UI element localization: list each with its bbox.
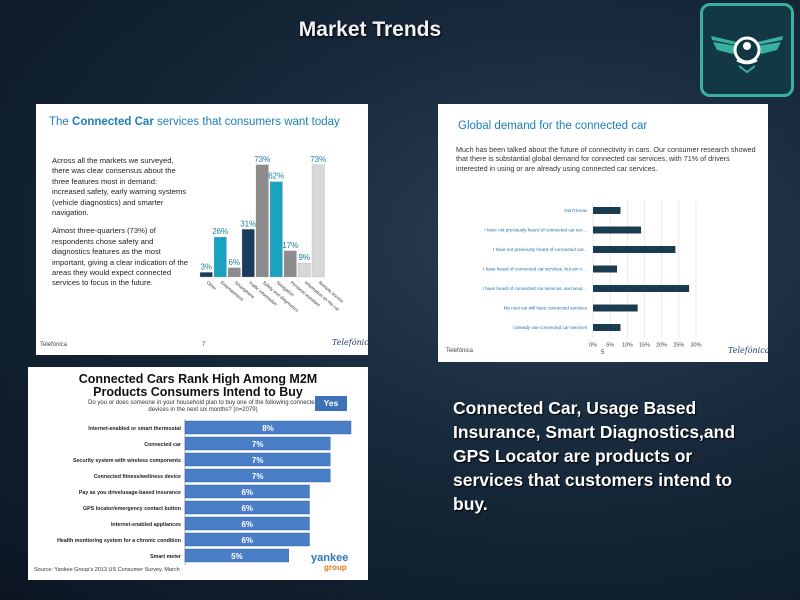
chart1-bar (199, 272, 213, 278)
panel2-title: Global demand for the connected car (458, 120, 648, 132)
chart3-bar (184, 532, 310, 547)
panel1-body: Across all the markets we surveyed, ther… (52, 156, 192, 297)
chart2-category-label: I have not previously heard of connected… (493, 247, 587, 252)
global-demand-slide: Global demand for the connected car Much… (438, 104, 768, 362)
chart1-value-label: 9% (298, 253, 310, 262)
chart3-value-label: 7% (252, 472, 264, 481)
caption-text: Connected Car, Usage Based Insurance, Sm… (453, 398, 736, 514)
chart2-tick-label: 5% (606, 343, 614, 349)
chart3-bar (184, 548, 289, 563)
chart1-bar (297, 263, 311, 278)
chart2-bar (593, 304, 638, 312)
chart2-category-label: I already use connected car services (512, 325, 587, 330)
chart1-bar (241, 229, 255, 278)
chart3-bar (184, 436, 331, 451)
panel2-footer-left: Telefónica (446, 348, 474, 354)
chart1-value-label: 31% (240, 219, 256, 228)
chart3-category-label: Health monitoring system for a chronic c… (57, 538, 181, 544)
chart3-value-label: 7% (252, 456, 264, 465)
chart3-category-label: Internet-enabled appliances (111, 522, 181, 528)
chart3-value-label: 6% (241, 504, 253, 513)
chart3-value-label: 7% (252, 440, 264, 449)
services-bar-chart: 3%Other26%Entertainment6%Smartphone31%Tr… (199, 155, 345, 313)
chart1-value-label: 17% (282, 241, 298, 250)
panel3-subtitle: Do you or does someone in your household… (88, 400, 318, 413)
chart3-category-label: GPS locator/emergency contact button (83, 506, 181, 512)
chart2-tick-label: 25% (673, 343, 684, 349)
chart1-value-label: 73% (254, 155, 270, 164)
chart3-category-label: Connected car (144, 442, 181, 448)
chart3-bar (184, 516, 310, 531)
chart2-bar (593, 324, 621, 331)
panel1-title-pre: The (49, 116, 73, 128)
m2m-products-slide: Connected Cars Rank High Among M2M Produ… (28, 367, 368, 580)
chart1-bar (255, 164, 269, 278)
yankee-logo: yankee (311, 552, 349, 564)
chart3-category-label: Connected fitness/wellness device (94, 474, 181, 480)
chart1-bar (227, 267, 241, 278)
chart3-value-label: 5% (231, 552, 243, 561)
chart3-category-label: Pay as you drive/usage-based insurance (79, 490, 181, 496)
chart3-bar (184, 484, 310, 499)
yankee-logo-sub: group (324, 563, 347, 572)
chart2-bar (593, 246, 676, 253)
chart2-category-label: I have heard of connected car services, … (483, 286, 587, 291)
chart2-tick-label: 15% (639, 343, 650, 349)
panel1-paragraph1: Across all the markets we surveyed, ther… (52, 156, 187, 218)
chart2-category-label: I have not previously heard of connected… (484, 228, 587, 233)
connected-car-services-slide: The Connected Car services that consumer… (36, 104, 368, 355)
legend-yes: Yes (315, 396, 347, 411)
chart2-category-label: My next car will have connected services (504, 306, 588, 311)
panel1-footer-logo: Telefónica (332, 338, 368, 347)
winged-car-icon (700, 3, 794, 97)
chart1-value-label: 3% (200, 262, 212, 271)
chart2-category-label: Don't know (564, 208, 587, 213)
panel2-page-number: 5 (601, 350, 605, 356)
chart2-category-label: I have heard of connected car services, … (483, 267, 587, 272)
panel1-title: The Connected Car services that consumer… (49, 116, 340, 128)
chart3-value-label: 6% (241, 536, 253, 545)
chart2-tick-label: 20% (656, 343, 667, 349)
chart1-category-label: Other (206, 280, 218, 291)
chart1-value-label: 62% (268, 172, 284, 181)
chart1-value-label: 6% (228, 258, 240, 267)
panel3-title-line1: Connected Cars Rank High Among M2M (78, 372, 318, 386)
panel1-footer-left: Telefónica (40, 342, 68, 348)
chart3-bar (184, 452, 331, 467)
panel1-title-post: services that consumers want today (153, 116, 340, 128)
chart1-value-label: 73% (310, 155, 326, 164)
chart3-category-label: Smart meter (150, 554, 181, 560)
panel1-title-bold: Connected Car (72, 116, 154, 128)
chart1-bar (269, 181, 283, 278)
chart3-bar (184, 420, 352, 435)
chart1-bar (311, 164, 325, 278)
panel3-source: Source: Yankee Group's 2013 US Consumer … (34, 567, 180, 573)
chart3-value-label: 8% (262, 424, 274, 433)
chart1-bar (283, 250, 297, 278)
chart2-bar (593, 285, 690, 292)
chart2-bar (593, 265, 618, 273)
m2m-bar-chart: 8% Internet-enabled or smart thermostat 7%… (57, 419, 352, 565)
chart3-bar (184, 500, 310, 515)
panel3-title: Connected Cars Rank High Among M2M Produ… (28, 373, 368, 399)
panel1-page-number: 7 (202, 342, 206, 348)
chart3-bar (184, 468, 331, 483)
slide-title: Market Trends (298, 18, 442, 41)
chart2-bar (593, 226, 642, 234)
chart2-tick-label: 30% (690, 343, 701, 349)
chart3-category-label: Security system with wireless components (73, 458, 181, 464)
chart2-tick-label: 0% (589, 343, 597, 349)
chart1-value-label: 26% (212, 227, 228, 236)
chart2-bar (593, 207, 621, 214)
demand-bar-chart: 0% 5% 10% 15% 20% 25% 30% Don't know I have not … (483, 201, 702, 349)
chart3-value-label: 6% (241, 520, 253, 529)
chart3-category-label: Internet-enabled or smart thermostat (88, 426, 181, 432)
chart1-bar (213, 236, 227, 278)
chart2-tick-label: 10% (622, 343, 633, 349)
panel1-paragraph2: Almost three-quarters (73%) of responden… (52, 226, 188, 288)
panel3-title-line2: Products Consumers Intend to Buy (93, 385, 303, 399)
chart3-value-label: 6% (241, 488, 253, 497)
panel2-body: Much has been talked about the future of… (456, 145, 756, 173)
panel2-footer-logo: Telefónica (728, 346, 768, 355)
